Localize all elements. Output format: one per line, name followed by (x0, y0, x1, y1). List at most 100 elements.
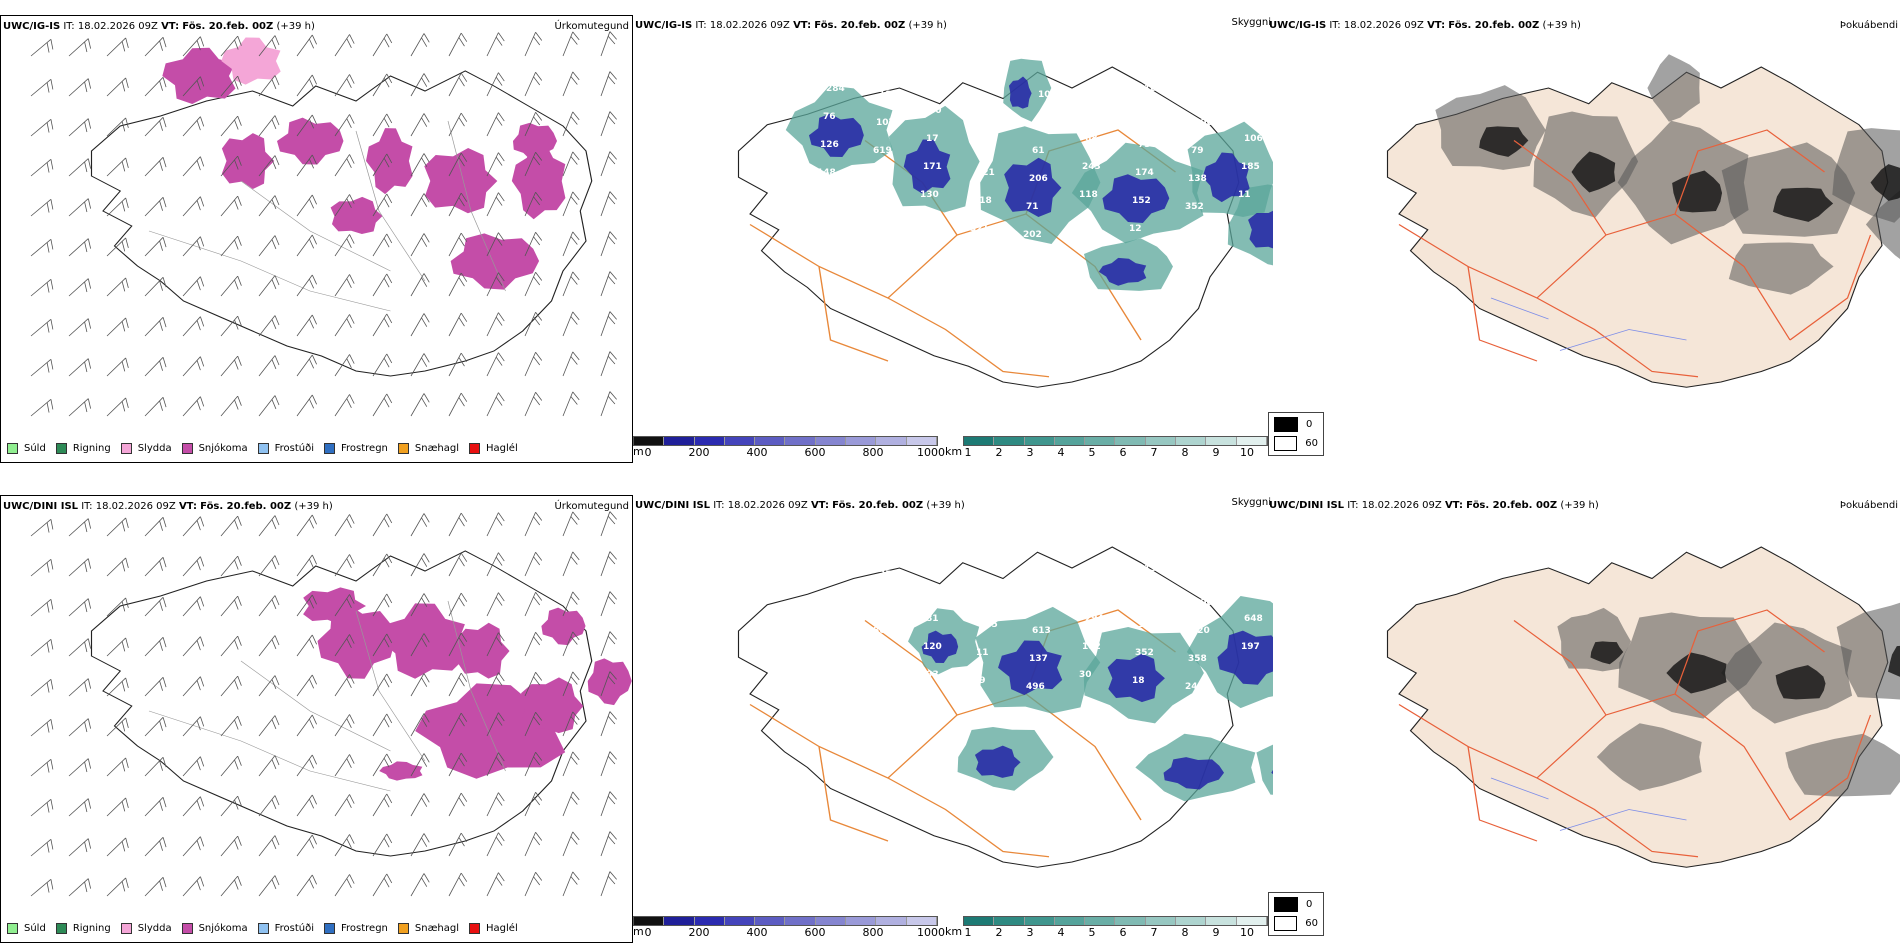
height-colorbar-cell (694, 917, 725, 925)
cloud-base-label: 11 (976, 648, 989, 658)
cloud-base-label: 648 (1244, 614, 1263, 624)
cloud-base-label: 185 (1250, 558, 1269, 568)
height-scale: 0 200 400 600 800 1000 (633, 916, 945, 940)
cloud-base-label: 12 (1129, 224, 1142, 234)
visibility-colorbar-cell (1054, 917, 1086, 925)
visibility-tick: 9 (1212, 446, 1220, 459)
legend-label: Frostúði (274, 443, 314, 454)
cloud-base-area (903, 139, 951, 195)
snow-area (221, 133, 275, 189)
cloud-base-label: 417 (1088, 586, 1107, 596)
visibility-tick: 1 (964, 446, 972, 459)
cloud-base-label: 352 (1185, 202, 1204, 212)
cloud-base-label: 171 (923, 162, 942, 172)
cloud-base-label: 152 (1132, 196, 1151, 206)
cloud-base-label: 101 (1038, 90, 1057, 100)
height-tick: 1000 (917, 446, 945, 459)
road-network (1398, 609, 1872, 858)
iceland-outline (737, 66, 1240, 388)
fog-key-swatch (1274, 436, 1298, 451)
visibility-scale: 1 2 3 4 5 6 7 8 9 10 (963, 436, 1268, 460)
cloud-base-label: 61 (1032, 146, 1045, 156)
cloud-base-label: 148 (817, 168, 836, 178)
precip-legend-item: Rigning (55, 923, 111, 934)
height-scale: 0 200 400 600 800 1000 (633, 436, 945, 460)
cloud-base-label: 60 (929, 106, 942, 116)
height-colorbar (633, 916, 938, 926)
cloud-base-label: 195 (932, 78, 951, 88)
legend-label: Frostúði (274, 923, 314, 934)
fog-dense-area (1571, 151, 1616, 193)
precip-map (30, 31, 617, 417)
height-tick: 200 (688, 926, 710, 939)
cloud-base-area (974, 745, 1021, 778)
visibility-tick: 5 (1088, 926, 1096, 939)
cloud-base-area (1163, 757, 1225, 790)
visibility-colorbar-cell (1085, 437, 1116, 445)
precip-legend-item: Frostregn (324, 443, 388, 454)
legend-swatch (181, 923, 193, 934)
cloud-base-label: 106 (1194, 118, 1213, 128)
fog-index-panel: UWC/DINI ISL IT: 18.02.2026 09Z VT: Fös.… (1267, 495, 1900, 895)
cloud-base-area (1217, 630, 1273, 685)
cloud-base-label: 80 (1247, 106, 1260, 116)
precip-legend-item: Slydda (120, 443, 172, 454)
cloud-base-label: 76 (823, 112, 836, 122)
cloud-base-area (1107, 653, 1165, 703)
cloud-base-label: 118 (1079, 190, 1098, 200)
panel-header: UWC/IG-IS IT: 18.02.2026 09Z VT: Fös. 20… (635, 20, 947, 31)
height-tick: 800 (862, 926, 884, 939)
panel-header: UWC/IG-IS IT: 18.02.2026 09Z VT: Fös. 20… (1269, 20, 1581, 31)
legend-label: Snæhagl (414, 923, 460, 934)
legend-label: Haglél (486, 923, 518, 934)
visibility-colorbar-cell (964, 917, 995, 925)
cloud-base-label: 811 (820, 620, 839, 630)
cloud-base-area (1008, 76, 1032, 109)
cloud-base-label: 81 (926, 614, 939, 624)
cloud-base-label: 225 (870, 174, 889, 184)
legend-swatch (120, 443, 132, 454)
cloud-base-label: 51 (867, 202, 880, 212)
visibility-colorbar-cell (1206, 437, 1237, 445)
visibility-colorbar-cell (994, 917, 1025, 925)
visibility-colorbar (963, 916, 1268, 926)
visibility-colorbar-cell (1024, 917, 1055, 925)
legend-label: Rigning (72, 923, 111, 934)
height-tick: 400 (746, 446, 768, 459)
height-colorbar-cell (906, 437, 937, 445)
snow-area (450, 233, 540, 290)
snow-area (541, 607, 586, 646)
fog-dense-area (1590, 641, 1624, 665)
forecast-row: UWC/DINI ISL IT: 18.02.2026 09Z VT: Fös.… (0, 480, 1900, 950)
panel-header: UWC/DINI ISL IT: 18.02.2026 09Z VT: Fös.… (635, 500, 965, 511)
cloud-base-label: 126 (820, 140, 839, 150)
visibility-tick: 6 (1119, 926, 1127, 939)
fog-area (1728, 242, 1834, 295)
fog-index-key: 0 60 (1268, 892, 1324, 936)
panel-title: Þokuábendi (1839, 20, 1898, 31)
fog-dense-area (1887, 645, 1900, 677)
panel-title: Skyggni (1231, 497, 1271, 508)
cloud-base-label: 188 (982, 592, 1001, 602)
cloud-base-label: 496 (1026, 682, 1045, 692)
height-colorbar-cell (694, 437, 725, 445)
cloud-base-label: 168 (773, 558, 792, 568)
height-tick: 600 (804, 926, 826, 939)
cloud-base-label: 619 (873, 146, 892, 156)
precip-map (30, 511, 632, 897)
fog-area (1785, 733, 1900, 797)
visibility-area (1256, 744, 1273, 795)
visibility-ticks: 1 2 3 4 5 6 7 8 9 10 (963, 926, 1268, 940)
legend-label: Haglél (486, 443, 518, 454)
cloud-base-label: 24 (1185, 682, 1198, 692)
panel-title: Skyggni (1231, 17, 1271, 28)
cloud-base-label: 107 (1144, 84, 1163, 94)
panel-title: Þokuábendi (1839, 500, 1898, 511)
visibility-tick: 7 (1150, 446, 1158, 459)
height-colorbar-cell (846, 437, 877, 445)
cloud-base-label: 284 (826, 84, 845, 94)
precip-legend-item: Rigning (55, 443, 111, 454)
cloud-base-label: 107 (876, 118, 895, 128)
legend-label: Súld (24, 923, 46, 934)
panel-header: UWC/DINI ISL IT: 18.02.2026 09Z VT: Fös.… (3, 501, 333, 512)
